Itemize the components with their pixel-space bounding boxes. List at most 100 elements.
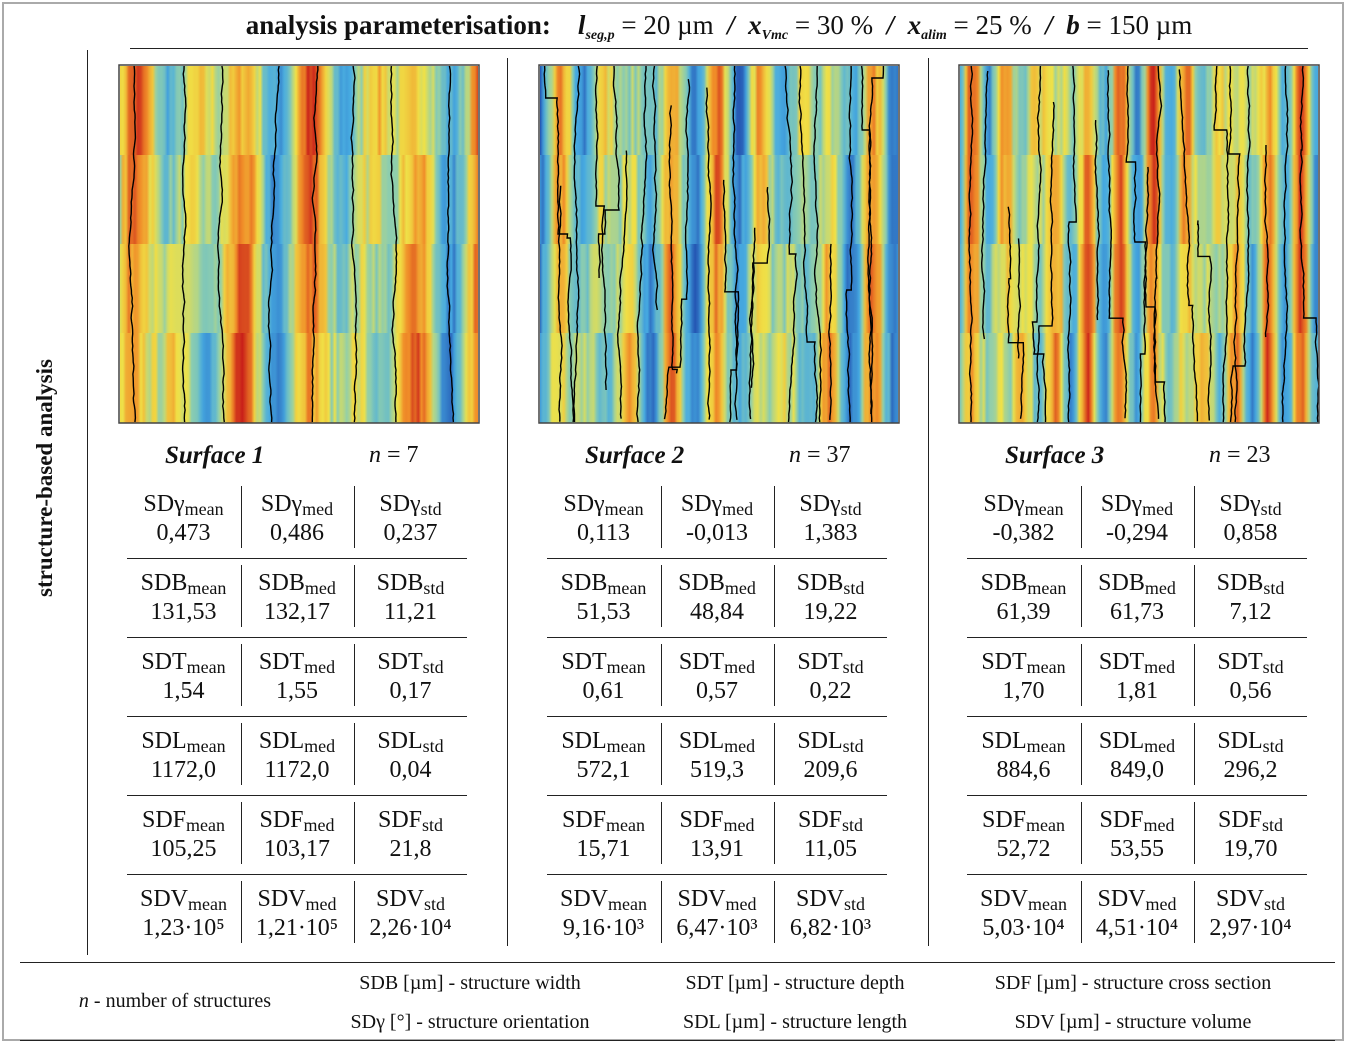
figure: analysis parameterisation: lseg,p = 20 µ… — [0, 0, 1350, 1045]
parameter-value: 5,03·10⁴ — [967, 914, 1080, 943]
surface-name: Surface 2 — [585, 442, 684, 470]
side-label: structure-based analysis — [32, 358, 58, 598]
cell-separator — [774, 881, 775, 943]
parameter-base: SDL — [981, 728, 1026, 754]
parameter-base: SDT — [259, 649, 304, 675]
parameter-name: SDBmean — [127, 569, 240, 598]
row-separator — [547, 874, 887, 875]
param-symbol: b — [1066, 10, 1080, 40]
cell-separator — [1081, 486, 1082, 548]
parameter-value: 0,56 — [1194, 677, 1307, 706]
parameter-base: SDL — [1217, 728, 1262, 754]
count-symbol: n — [369, 442, 381, 468]
parameter-value: 103,17 — [241, 835, 354, 864]
parameter-subscript: mean — [187, 736, 226, 756]
parameter-cell: SDγmed-0,294 — [1081, 490, 1194, 548]
parameter-name: SDBmean — [967, 569, 1080, 598]
parameter-name: SDLmed — [661, 727, 774, 756]
parameter-name: SDγmean — [547, 490, 660, 519]
parameter-base: SDB — [1098, 570, 1145, 596]
parameter-name: SDFstd — [354, 806, 467, 835]
parameter-subscript: med — [302, 499, 333, 519]
parameter-base: SDT — [1099, 649, 1144, 675]
parameter-value: 132,17 — [241, 598, 354, 627]
cell-separator — [1194, 723, 1195, 785]
parameter-base: SDF — [378, 807, 422, 833]
row-separator — [127, 637, 467, 638]
parameter-subscript: std — [842, 815, 863, 835]
parameter-base: SDV — [796, 886, 844, 912]
cell-separator — [1081, 881, 1082, 943]
parameter-subscript: med — [304, 815, 335, 835]
count-symbol: n — [1209, 442, 1221, 468]
parameter-cell: SDBmean51,53 — [547, 569, 660, 627]
parameter-value: 61,39 — [967, 598, 1080, 627]
param-subscript: alim — [921, 28, 947, 43]
parameter-name: SDTmean — [547, 648, 660, 677]
parameter-value: 209,6 — [774, 756, 887, 785]
parameter-base: SDV — [677, 886, 725, 912]
parameter-base: SDB — [797, 570, 844, 596]
row-separator — [127, 795, 467, 796]
parameter-value: 1,383 — [774, 519, 887, 548]
parameter-cell: SDTstd0,22 — [774, 648, 887, 706]
parameter-base: SDF — [259, 807, 303, 833]
parameter-name: SDVmean — [547, 885, 660, 914]
cell-separator — [241, 486, 242, 548]
parameter-subscript: std — [844, 894, 865, 914]
cell-separator — [1194, 565, 1195, 627]
parameter-subscript: med — [304, 736, 335, 756]
parameter-base: SDL — [561, 728, 606, 754]
parameter-subscript: std — [1262, 815, 1283, 835]
parameter-name: SDFmed — [661, 806, 774, 835]
cell-separator — [661, 486, 662, 548]
parameter-base: SDV — [140, 886, 188, 912]
parameter-subscript: med — [724, 736, 755, 756]
parameter-cell: SDBmed132,17 — [241, 569, 354, 627]
row-separator — [967, 795, 1307, 796]
parameter-subscript: med — [306, 894, 337, 914]
parameter-value: 52,72 — [967, 835, 1080, 864]
count-value: = 7 — [387, 442, 419, 468]
parameter-base: SDγ — [681, 491, 722, 517]
parameter-base: SDV — [257, 886, 305, 912]
parameter-name: SDFmed — [241, 806, 354, 835]
surface-image — [538, 64, 900, 424]
cell-separator — [1194, 881, 1195, 943]
parameter-cell: SDTmed0,57 — [661, 648, 774, 706]
parameter-name: SDTmed — [241, 648, 354, 677]
parameter-subscript: mean — [607, 578, 646, 598]
parameter-base: SDF — [142, 807, 186, 833]
parameter-subscript: std — [422, 815, 443, 835]
cell-separator — [1081, 565, 1082, 627]
count-value: = 37 — [807, 442, 851, 468]
parameter-base: SDT — [561, 649, 606, 675]
parameter-name: SDTstd — [354, 648, 467, 677]
parameter-value: 6,82·10³ — [774, 914, 887, 943]
parameter-base: SDF — [798, 807, 842, 833]
parameter-subscript: std — [841, 499, 862, 519]
row-separator — [967, 558, 1307, 559]
heatmap-band — [120, 155, 478, 245]
cell-separator — [354, 802, 355, 864]
parameter-name: SDTstd — [1194, 648, 1307, 677]
parameter-subscript: med — [722, 499, 753, 519]
cell-separator — [1194, 644, 1195, 706]
parameter-value: 0,61 — [547, 677, 660, 706]
parameter-subscript: med — [724, 815, 755, 835]
cell-separator — [241, 723, 242, 785]
heatmap-band — [120, 333, 478, 423]
parameter-subscript: mean — [1027, 657, 1066, 677]
parameter-value: 11,21 — [354, 598, 467, 627]
row-separator — [547, 637, 887, 638]
parameter-base: SDV — [560, 886, 608, 912]
parameter-name: SDFstd — [1194, 806, 1307, 835]
legend-text: - number of structures — [94, 990, 271, 1012]
parameter-name: SDLmed — [241, 727, 354, 756]
parameter-cell: SDVmean9,16·10³ — [547, 885, 660, 943]
param-value: = 30 % — [795, 10, 873, 40]
parameter-cell: SDγmed0,486 — [241, 490, 354, 548]
parameter-cell: SDTmed1,55 — [241, 648, 354, 706]
